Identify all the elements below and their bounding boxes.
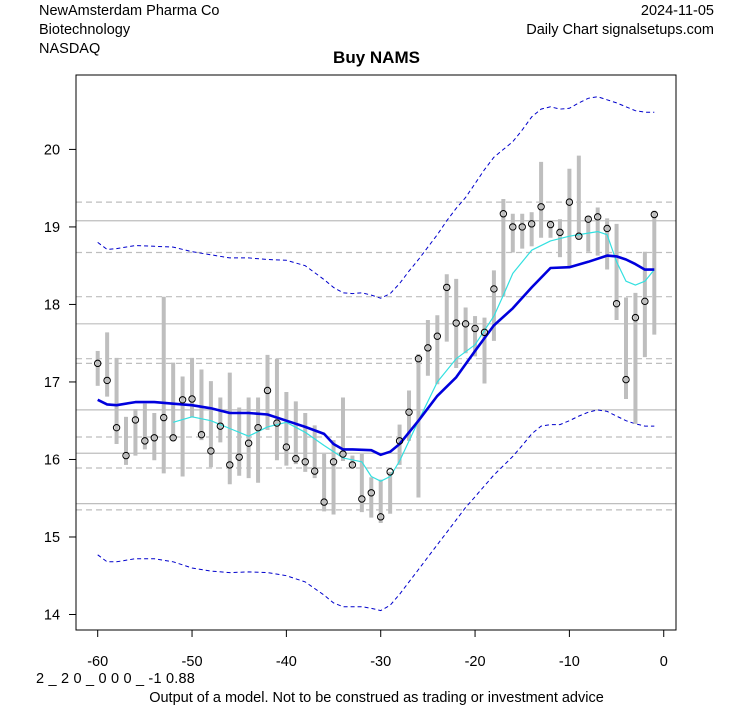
close-point — [527, 220, 536, 228]
close-point — [424, 344, 432, 352]
plot-frame — [75, 74, 677, 631]
close-point — [631, 313, 640, 322]
close-point — [433, 332, 442, 340]
close-point — [622, 375, 630, 384]
close-point — [386, 468, 394, 476]
x-tick-label: -30 — [370, 654, 391, 670]
y-tick-label: 14 — [44, 607, 60, 623]
close-point — [226, 461, 234, 469]
close-point — [537, 203, 545, 211]
close-point — [339, 450, 347, 458]
close-point — [131, 416, 140, 424]
close-point — [282, 443, 291, 451]
close-point — [584, 215, 592, 223]
chart-source: Daily Chart signalsetups.com — [526, 22, 714, 38]
close-point — [358, 495, 366, 503]
close-point — [207, 447, 215, 455]
sector: Biotechnology — [39, 22, 131, 38]
close-point — [546, 220, 555, 229]
y-tick-label: 15 — [44, 530, 60, 546]
y-tick-label: 19 — [44, 220, 60, 236]
company-name: NewAmsterdam Pharma Co — [39, 3, 220, 19]
close-point — [216, 422, 225, 430]
close-point — [103, 376, 111, 385]
close-point — [405, 408, 413, 416]
x-tick-label: -20 — [465, 654, 486, 670]
close-point — [565, 198, 574, 206]
close-point — [320, 498, 328, 506]
close-point — [141, 437, 149, 445]
x-tick-label: -50 — [182, 654, 203, 670]
close-point — [292, 454, 300, 463]
close-point — [499, 210, 508, 218]
y-tick-label: 18 — [44, 297, 60, 313]
close-point — [178, 396, 187, 404]
close-point — [612, 299, 621, 308]
close-point — [593, 213, 602, 221]
close-point — [650, 210, 659, 219]
slow-ma-line — [97, 254, 655, 457]
x-tick-label: 0 — [660, 654, 668, 670]
disclaimer: Output of a model. Not to be construed a… — [149, 690, 604, 706]
upper-band-line — [97, 96, 655, 299]
bands — [97, 96, 655, 612]
x-axis: -60 -50 -40 -30 -20 -10 0 — [87, 630, 668, 670]
close-point — [377, 513, 385, 521]
close-point — [480, 328, 489, 337]
close-point — [112, 423, 121, 432]
close-point — [301, 458, 309, 466]
close-point — [235, 453, 243, 461]
close-point — [273, 419, 281, 427]
close-point — [575, 232, 583, 240]
close-point — [310, 467, 319, 475]
exchange: NASDAQ — [39, 41, 101, 57]
close-point — [348, 461, 357, 469]
close-point — [641, 297, 649, 306]
x-tick-label: -10 — [559, 654, 580, 670]
close-point — [254, 423, 262, 432]
chart-title: Buy NAMS — [333, 48, 420, 67]
header-left: NewAmsterdam Pharma Co Biotechnology NAS… — [39, 2, 220, 59]
y-tick-label: 20 — [44, 142, 60, 158]
close-point — [556, 228, 564, 237]
moving-averages — [97, 231, 655, 482]
close-point — [122, 451, 130, 460]
close-point — [188, 395, 196, 403]
fast-ma-line — [173, 231, 655, 482]
close-point — [461, 320, 470, 328]
model-code: 2 _ 2 0 _ 0 0 0 _ -1 0.88 — [36, 671, 195, 687]
close-point — [197, 430, 206, 439]
close-point — [263, 386, 272, 395]
x-tick-label: -40 — [276, 654, 297, 670]
close-point — [169, 434, 177, 442]
close-point — [150, 434, 159, 442]
chart-date: 2024-11-05 — [640, 3, 714, 19]
close-point — [443, 283, 451, 292]
close-point — [93, 359, 102, 368]
close-point — [160, 413, 168, 422]
y-tick-label: 16 — [44, 452, 60, 468]
y-tick-label: 17 — [44, 375, 60, 391]
close-point — [367, 489, 375, 497]
close-point — [603, 224, 611, 233]
close-point — [509, 223, 517, 231]
close-point — [471, 324, 479, 333]
close-point — [395, 437, 404, 445]
close-points — [93, 198, 659, 521]
support-resistance-levels — [76, 201, 676, 511]
x-tick-label: -60 — [87, 654, 108, 670]
header-right: 2024-11-05 Daily Chart signalsetups.com — [526, 2, 714, 40]
close-point — [518, 223, 526, 231]
close-point — [452, 319, 460, 327]
close-point — [244, 439, 253, 447]
y-axis: 14 15 16 17 18 19 20 — [44, 142, 76, 623]
close-point — [490, 285, 498, 293]
lower-band-line — [97, 409, 655, 612]
close-point — [414, 355, 423, 363]
close-point — [329, 458, 338, 466]
